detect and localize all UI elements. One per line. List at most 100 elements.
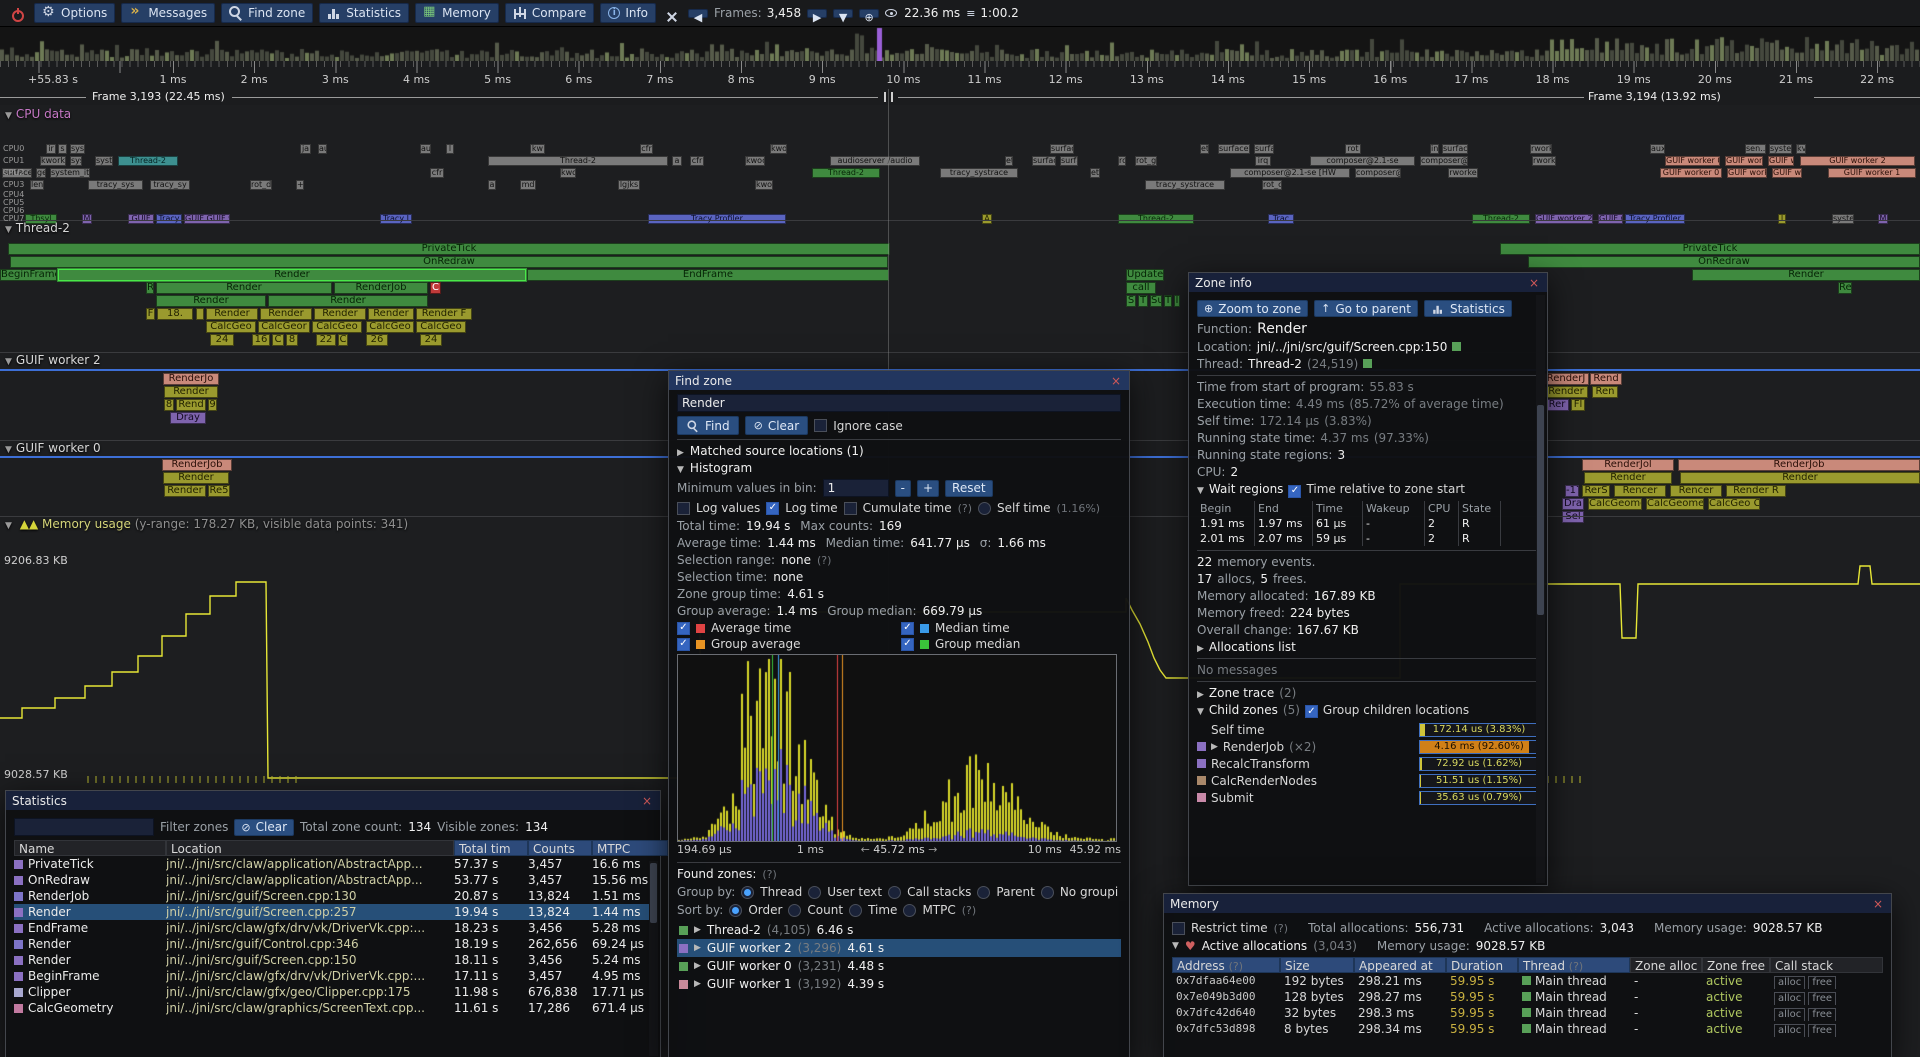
column-header-counts[interactable]: Counts bbox=[528, 840, 592, 856]
timeline-zone[interactable]: 9 bbox=[208, 399, 217, 411]
timeline-zone[interactable]: OnRedraw bbox=[10, 256, 888, 268]
column-header-total-tim[interactable]: Total tim bbox=[454, 840, 528, 856]
guif-worker-2-header[interactable]: ▼ GUIF worker 2 bbox=[5, 353, 101, 367]
timeline-zone[interactable]: Render bbox=[156, 282, 332, 294]
wait-regions-label[interactable]: Wait regions bbox=[1208, 482, 1284, 496]
zone-trace-label[interactable]: Zone trace bbox=[1208, 685, 1275, 700]
timeline-zone[interactable]: GUIF GUIF worl bbox=[184, 214, 230, 224]
timeline-zone[interactable]: F bbox=[146, 308, 155, 320]
timeline-zone[interactable]: I bbox=[1778, 214, 1786, 224]
histogram-canvas[interactable] bbox=[677, 654, 1117, 842]
timeline-zone[interactable]: C bbox=[430, 282, 441, 294]
time-ruler[interactable]: +55.83 s 1 ms 2 ms 3 ms 4 ms 5 ms 6 ms 7 ms 8 m… bbox=[0, 61, 1920, 90]
child-zone-row[interactable]: Submit 35.63 us (0.79%) bbox=[1197, 789, 1539, 806]
expand-icon[interactable]: ▶ bbox=[677, 448, 684, 458]
timeline-zone[interactable]: PrivateTick bbox=[8, 243, 890, 255]
timeline-zone[interactable]: CalcGeo bbox=[206, 321, 256, 333]
clear-filter-button[interactable]: ⊘ Clear bbox=[234, 818, 295, 836]
timeline-zone[interactable]: system_ite bbox=[50, 168, 90, 178]
compare-button[interactable]: Compare bbox=[504, 3, 595, 23]
prev-frame-button[interactable]: ◀ bbox=[688, 8, 709, 23]
legend-checkbox[interactable] bbox=[901, 637, 914, 651]
timeline-zone[interactable]: Render bbox=[206, 308, 258, 320]
timeline-zone[interactable]: Dray bbox=[170, 412, 206, 424]
column-header-duration[interactable]: Duration bbox=[1446, 957, 1518, 973]
allocation-address[interactable]: 0x7dfaa64e00 bbox=[1176, 974, 1256, 987]
timeline-zone[interactable]: ir bbox=[46, 144, 56, 154]
timeline-zone[interactable]: au bbox=[318, 144, 327, 154]
timeline-zone[interactable]: Tracy Profiler bbox=[648, 214, 786, 224]
allocation-appeared[interactable]: 298.21 ms bbox=[1358, 974, 1422, 988]
timeline-zone[interactable]: PrivateTick bbox=[1500, 243, 1920, 255]
scrollbar-track[interactable] bbox=[1536, 295, 1545, 883]
zoom-to-zone-button[interactable]: ⊕ Zoom to zone bbox=[1197, 300, 1309, 317]
timeline-zone[interactable]: et bbox=[1090, 168, 1100, 178]
timeline-zone[interactable]: call bbox=[1126, 282, 1156, 294]
timeline-zone[interactable]: CalcGeomet bbox=[1646, 498, 1704, 510]
timeline-zone[interactable]: cfr bbox=[690, 156, 704, 166]
source-color-swatch[interactable] bbox=[1452, 342, 1462, 351]
radio-time[interactable] bbox=[849, 903, 863, 917]
bin-increase-button[interactable]: + bbox=[916, 479, 940, 497]
timeline-zone[interactable]: ge bbox=[36, 168, 46, 178]
timeline-zone[interactable]: surfac bbox=[1254, 144, 1274, 154]
timeline-zone[interactable]: Render bbox=[163, 472, 229, 484]
statistics-button[interactable]: Statistics bbox=[319, 3, 410, 23]
radio-order[interactable] bbox=[729, 903, 743, 917]
timeline-zone[interactable]: T bbox=[1138, 295, 1148, 307]
timeline-zone[interactable]: Rencer bbox=[1670, 485, 1722, 497]
frame-select-button[interactable]: ▼ bbox=[833, 8, 854, 23]
timeline-zone[interactable]: Render bbox=[164, 386, 218, 398]
timeline-zone[interactable]: irq bbox=[1255, 156, 1271, 166]
allocation-call-stack[interactable]: alloc free bbox=[1770, 989, 1883, 1005]
child-zones-label[interactable]: Child zones bbox=[1208, 702, 1278, 717]
find-zone-window-titlebar[interactable]: Find zone × bbox=[669, 371, 1129, 390]
time-relative-checkbox[interactable] bbox=[1288, 484, 1302, 498]
radio-no-groupi[interactable] bbox=[1040, 885, 1054, 899]
timeline-zone[interactable]: rworke bbox=[1532, 156, 1556, 166]
close-icon[interactable]: × bbox=[1110, 373, 1122, 388]
expand-icon[interactable]: ▶ bbox=[694, 943, 701, 953]
timeline-zone[interactable]: Rer bbox=[1545, 399, 1569, 411]
timeline-zone[interactable]: Render bbox=[58, 269, 526, 281]
timeline-zone[interactable]: lgjks bbox=[618, 180, 640, 190]
timeline-zone[interactable]: GUIF worker 0 bbox=[1660, 168, 1722, 178]
timeline-zone[interactable]: 24 bbox=[420, 334, 442, 346]
timeline-zone[interactable]: T bbox=[1164, 295, 1172, 307]
timeline-zone[interactable]: surfacefli bbox=[2, 168, 32, 178]
timeline-zone[interactable]: Thread-2 bbox=[1472, 214, 1530, 224]
timeline-zone[interactable]: composer@ bbox=[1420, 156, 1468, 166]
column-header-mtpc[interactable]: MTPC bbox=[592, 840, 668, 856]
timeline-zone[interactable]: I bbox=[1174, 295, 1180, 307]
timeline-zone[interactable]: Render bbox=[1680, 472, 1920, 484]
power-button[interactable] bbox=[8, 7, 28, 22]
timeline-zone[interactable]: 8 bbox=[164, 399, 174, 411]
timeline-zone[interactable]: Render bbox=[156, 295, 266, 307]
stats-row[interactable]: Render jni/../jni/src/guif/Control.cpp:34… bbox=[14, 936, 652, 952]
timeline-zone[interactable]: aux bbox=[1650, 144, 1665, 154]
find-zone-button[interactable]: Find zone bbox=[221, 3, 314, 23]
timeline-zone[interactable]: -17 bbox=[1565, 485, 1579, 497]
radio-call-stacks[interactable] bbox=[888, 885, 902, 899]
column-header-thread[interactable]: Thread (?) bbox=[1518, 957, 1630, 973]
bin-decrease-button[interactable]: - bbox=[894, 479, 911, 497]
timeline-zone[interactable]: rworke bbox=[1448, 168, 1478, 178]
expand-icon[interactable]: ▶ bbox=[694, 961, 701, 971]
timeline-zone[interactable]: A bbox=[982, 214, 992, 224]
timeline-zone[interactable]: l bbox=[446, 144, 454, 154]
radio-user-text[interactable] bbox=[808, 885, 822, 899]
timeline-zone[interactable]: Thsyl bbox=[25, 214, 57, 224]
expand-icon[interactable]: ▶ bbox=[1197, 689, 1204, 700]
timeline-zone[interactable]: GUIF worker 1 bbox=[1828, 168, 1916, 178]
timeline-zone[interactable]: system_s bbox=[1769, 144, 1792, 154]
allocation-call-stack[interactable]: alloc free bbox=[1770, 973, 1883, 989]
timeline-zone[interactable]: CalcGeo bbox=[366, 321, 414, 333]
timeline-zone[interactable]: sen..s bbox=[1745, 144, 1766, 154]
stats-row[interactable]: CalcGeometry jni/../jni/src/claw/graphics… bbox=[14, 1000, 652, 1016]
timeline-zone[interactable]: sys bbox=[70, 156, 82, 166]
timeline-zone[interactable]: Thread-2 bbox=[488, 156, 668, 166]
child-zone-row[interactable]: RecalcTransform 72.92 us (1.62%) bbox=[1197, 755, 1539, 772]
collapse-icon[interactable]: ▼ bbox=[1197, 486, 1204, 496]
collapse-icon[interactable]: ▼ bbox=[1172, 941, 1179, 951]
timeline-zone[interactable]: surfacef bbox=[1050, 144, 1074, 154]
